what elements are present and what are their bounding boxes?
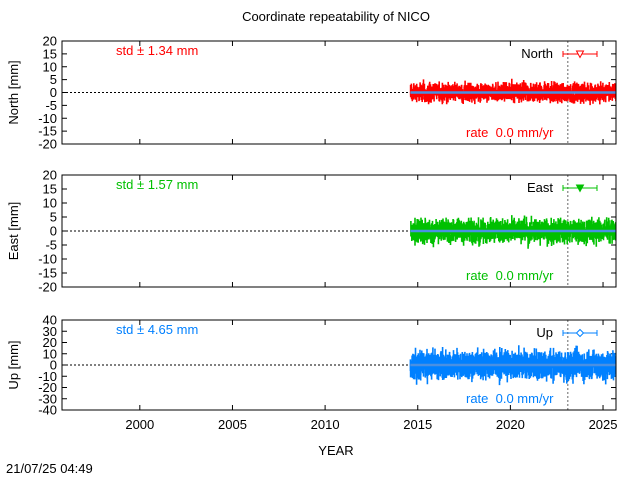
x-tick-label: 2000 — [125, 417, 154, 432]
y-tick-label: 10 — [43, 196, 57, 211]
std-annotation: std ± 1.57 mm — [116, 177, 198, 192]
y-tick-label: 0 — [50, 85, 57, 100]
y-tick-label: -10 — [38, 252, 57, 267]
rate-annotation: rate 0.0 mm/yr — [466, 268, 554, 283]
y-axis-label: North [mm] — [6, 60, 21, 124]
y-tick-label: 15 — [43, 182, 57, 197]
y-tick-label: 20 — [43, 34, 57, 49]
y-tick-label: 40 — [43, 313, 57, 328]
x-axis-label: YEAR — [318, 443, 353, 458]
y-tick-label: 30 — [43, 324, 57, 339]
legend-marker — [575, 184, 585, 193]
y-tick-label: -20 — [38, 380, 57, 395]
std-annotation: std ± 4.65 mm — [116, 322, 198, 337]
rate-annotation: rate 0.0 mm/yr — [466, 391, 554, 406]
y-tick-label: -20 — [38, 280, 57, 295]
y-tick-label: 0 — [50, 358, 57, 373]
y-tick-label: -10 — [38, 369, 57, 384]
x-tick-label: 2025 — [589, 417, 618, 432]
y-tick-label: 5 — [50, 210, 57, 225]
y-tick-label: -40 — [38, 403, 57, 418]
y-tick-label: 20 — [43, 168, 57, 183]
y-tick-label: -20 — [38, 137, 57, 152]
y-tick-label: 15 — [43, 46, 57, 61]
plot-frame — [61, 319, 617, 411]
legend-label: North — [521, 46, 553, 61]
x-tick-label: 2010 — [311, 417, 340, 432]
y-tick-label: -10 — [38, 111, 57, 126]
observations-east — [410, 215, 616, 249]
x-tick-labels: 2000 2005 2010 2015 2020 2025 — [125, 417, 617, 432]
y-tick-label: -5 — [45, 238, 57, 253]
timestamp: 21/07/25 04:49 — [6, 461, 93, 476]
y-tick-label: 20 — [43, 335, 57, 350]
observations-up — [409, 345, 616, 386]
y-tick-label: -15 — [38, 266, 57, 281]
y-tick-label: 0 — [50, 224, 57, 239]
y-axis-label: Up [mm] — [6, 340, 21, 389]
plot-frame — [61, 40, 617, 145]
y-tick-label: 10 — [43, 346, 57, 361]
y-tick-label: -15 — [38, 124, 57, 139]
legend-marker — [575, 328, 585, 338]
legend-label: Up — [536, 325, 553, 340]
x-tick-label: 2020 — [496, 417, 525, 432]
y-tick-label: 5 — [50, 72, 57, 87]
chart-title: Coordinate repeatability of NICO — [242, 9, 430, 24]
plot-frame — [61, 174, 617, 288]
x-tick-label: 2005 — [218, 417, 247, 432]
x-tick-label: 2015 — [403, 417, 432, 432]
y-tick-label: -30 — [38, 391, 57, 406]
legend-label: East — [527, 180, 553, 195]
y-tick-label: 10 — [43, 59, 57, 74]
y-axis-label: East [mm] — [6, 202, 21, 261]
observations-north — [409, 78, 616, 106]
rate-annotation: rate 0.0 mm/yr — [466, 125, 554, 140]
std-annotation: std ± 1.34 mm — [116, 43, 198, 58]
y-tick-label: -5 — [45, 98, 57, 113]
legend-marker — [575, 50, 585, 59]
